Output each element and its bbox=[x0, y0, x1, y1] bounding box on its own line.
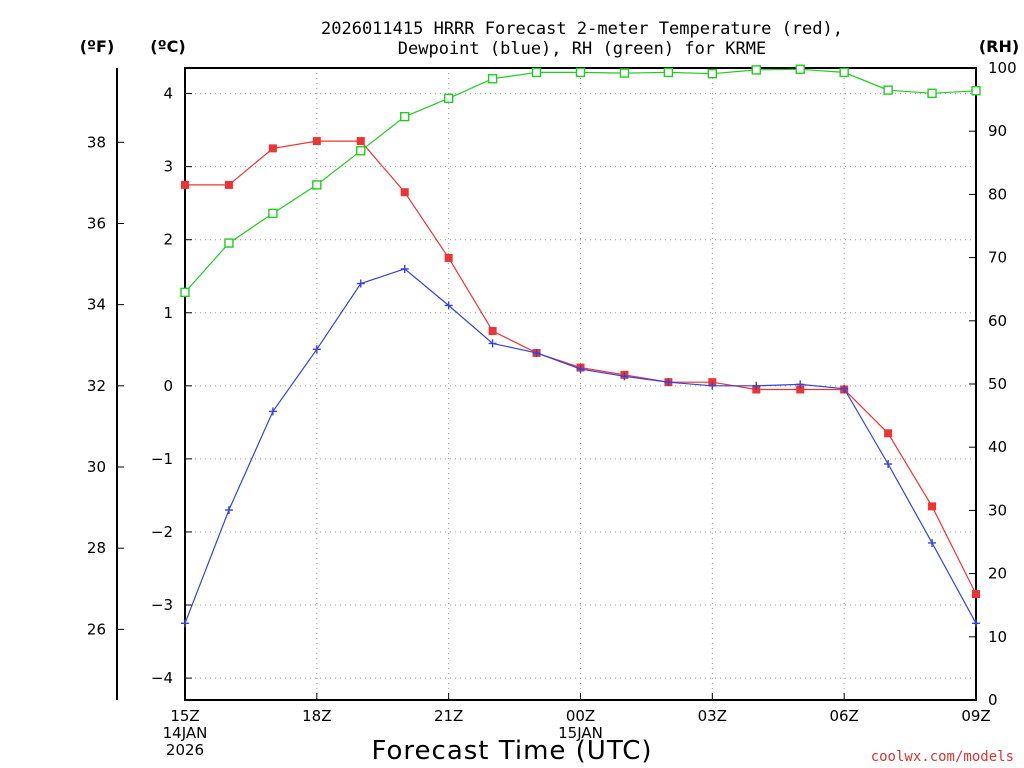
x-axis-title: Forecast Time (UTC) bbox=[371, 736, 652, 766]
relative-humidity-point bbox=[400, 111, 410, 122]
celsius-unit-label: (ºC) bbox=[150, 37, 185, 56]
relative-humidity-point bbox=[927, 88, 937, 98]
temperature-point bbox=[181, 180, 189, 189]
relative-humidity-point bbox=[356, 146, 366, 156]
relative-humidity-point bbox=[619, 68, 630, 78]
x-tick-label: 15JAN bbox=[558, 724, 603, 742]
dewpoint-point bbox=[664, 378, 673, 387]
x-tick-label: 21Z bbox=[434, 707, 463, 725]
temperature-point bbox=[444, 253, 453, 262]
celsius-tick-label: −2 bbox=[151, 523, 173, 541]
celsius-tick-label: 3 bbox=[163, 158, 173, 176]
fahrenheit-tick-label: 36 bbox=[87, 214, 106, 232]
fahrenheit-tick-label: 28 bbox=[87, 539, 106, 557]
celsius-tick-label: 0 bbox=[163, 377, 173, 395]
chart-title-line-1: 2026011415 HRRR Forecast 2-meter Tempera… bbox=[321, 19, 843, 39]
rh-tick-label: 90 bbox=[988, 122, 1007, 140]
fahrenheit-tick-label: 32 bbox=[87, 377, 106, 395]
dewpoint-point bbox=[312, 345, 321, 354]
credit-text: coolwx.com/models bbox=[871, 749, 1014, 765]
x-tick-label: 03Z bbox=[698, 707, 727, 725]
dewpoint-point bbox=[620, 372, 629, 381]
fahrenheit-tick-label: 38 bbox=[87, 133, 106, 151]
temperature-point bbox=[972, 590, 980, 599]
relative-humidity-point bbox=[487, 74, 498, 84]
fahrenheit-tick-label: 34 bbox=[87, 296, 106, 314]
temperature-point bbox=[928, 502, 937, 511]
rh-tick-label: 70 bbox=[988, 249, 1007, 267]
relative-humidity-point bbox=[531, 67, 542, 78]
relative-humidity-point bbox=[180, 287, 190, 298]
dewpoint-point bbox=[884, 460, 893, 469]
temperature-point bbox=[796, 385, 805, 394]
celsius-tick-label: −3 bbox=[151, 596, 173, 614]
temperature-point bbox=[268, 144, 277, 153]
rh-tick-label: 20 bbox=[988, 565, 1007, 583]
rh-tick-label: 0 bbox=[988, 691, 998, 709]
dewpoint-point bbox=[972, 619, 980, 628]
relative-humidity-point bbox=[268, 208, 278, 219]
rh-tick-label: 10 bbox=[988, 628, 1007, 646]
dewpoint-point bbox=[840, 384, 849, 393]
temperature-point bbox=[224, 180, 233, 189]
dewpoint-point bbox=[488, 339, 497, 348]
temperature-point bbox=[400, 188, 409, 197]
relative-humidity-point bbox=[795, 64, 805, 74]
rh-tick-label: 80 bbox=[988, 185, 1007, 203]
chart-title-line-2: Dewpoint (blue), RH (green) for KRME bbox=[398, 39, 766, 59]
dewpoint-point bbox=[268, 407, 277, 416]
grid-lines bbox=[185, 68, 976, 700]
rh-tick-label: 60 bbox=[988, 312, 1007, 330]
x-tick-label: 15Z bbox=[170, 707, 199, 725]
temperature-point bbox=[884, 429, 893, 438]
temperature-point bbox=[312, 137, 321, 146]
rh-unit-label: (RH) bbox=[979, 37, 1019, 56]
dewpoint-point bbox=[532, 348, 541, 357]
relative-humidity-point bbox=[312, 180, 322, 190]
x-tick-label: 14JAN bbox=[163, 724, 208, 742]
dewpoint-point bbox=[444, 301, 453, 310]
dewpoint-point bbox=[224, 506, 233, 515]
dewpoint-point bbox=[576, 365, 585, 374]
celsius-tick-label: −1 bbox=[151, 450, 173, 468]
dewpoint-line bbox=[184, 268, 977, 624]
dewpoint-point bbox=[708, 381, 717, 390]
relative-humidity-point bbox=[575, 67, 586, 78]
dewpoint-point bbox=[928, 538, 937, 547]
rh-tick-label: 30 bbox=[988, 501, 1007, 519]
x-tick-label: 06Z bbox=[829, 707, 858, 725]
celsius-tick-label: 1 bbox=[163, 304, 173, 322]
dewpoint-point bbox=[356, 279, 365, 288]
relative-humidity-point bbox=[839, 67, 849, 78]
fahrenheit-tick-label: 26 bbox=[87, 620, 106, 638]
rh-tick-label: 50 bbox=[988, 375, 1007, 393]
temperature-point bbox=[488, 327, 497, 336]
x-tick-label: 2026 bbox=[166, 741, 204, 759]
x-tick-label: 09Z bbox=[961, 707, 990, 725]
dewpoint-point bbox=[400, 264, 409, 273]
dewpoint-point bbox=[796, 380, 805, 389]
dewpoint-point bbox=[752, 381, 761, 390]
relative-humidity-point bbox=[971, 86, 981, 96]
relative-humidity-point bbox=[883, 85, 893, 95]
relative-humidity-point bbox=[443, 93, 454, 104]
relative-humidity-point bbox=[663, 67, 674, 78]
x-tick-label: 18Z bbox=[302, 707, 331, 725]
fahrenheit-unit-label: (ºF) bbox=[80, 37, 115, 56]
relative-humidity-point bbox=[707, 68, 718, 79]
data-series bbox=[180, 64, 981, 628]
rh-tick-label: 100 bbox=[988, 59, 1017, 77]
temperature-point bbox=[356, 137, 365, 146]
relative-humidity-point bbox=[751, 65, 761, 75]
relative-humidity-point bbox=[224, 238, 234, 248]
celsius-tick-label: 2 bbox=[163, 231, 173, 249]
fahrenheit-tick-label: 30 bbox=[87, 458, 106, 476]
dewpoint-point bbox=[181, 619, 189, 628]
rh-tick-label: 40 bbox=[988, 438, 1007, 456]
celsius-tick-label: 4 bbox=[163, 85, 173, 103]
x-tick-label: 00Z bbox=[566, 707, 595, 725]
celsius-tick-label: −4 bbox=[151, 669, 173, 687]
